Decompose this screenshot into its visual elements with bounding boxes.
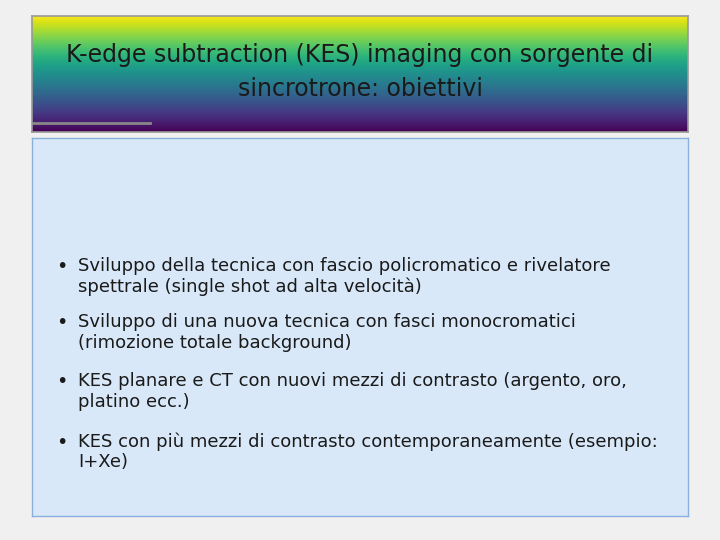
Text: •: • <box>56 256 68 276</box>
Text: KES planare e CT con nuovi mezzi di contrasto (argento, oro,: KES planare e CT con nuovi mezzi di cont… <box>78 372 627 390</box>
Text: Sviluppo di una nuova tecnica con fasci monocromatici: Sviluppo di una nuova tecnica con fasci … <box>78 313 576 332</box>
Text: K-edge subtraction (KES) imaging con sorgente di
sincrotrone: obiettivi: K-edge subtraction (KES) imaging con sor… <box>66 43 654 100</box>
Text: KES con più mezzi di contrasto contemporaneamente (esempio:: KES con più mezzi di contrasto contempor… <box>78 433 658 451</box>
Text: •: • <box>56 433 68 451</box>
Text: •: • <box>56 313 68 333</box>
Text: (rimozione totale background): (rimozione totale background) <box>78 334 352 352</box>
Text: Sviluppo della tecnica con fascio policromatico e rivelatore: Sviluppo della tecnica con fascio policr… <box>78 256 611 275</box>
Text: platino ecc.): platino ecc.) <box>78 393 190 411</box>
Text: •: • <box>56 372 68 391</box>
Text: spettrale (single shot ad alta velocità): spettrale (single shot ad alta velocità) <box>78 278 422 296</box>
Text: I+Xe): I+Xe) <box>78 454 128 471</box>
